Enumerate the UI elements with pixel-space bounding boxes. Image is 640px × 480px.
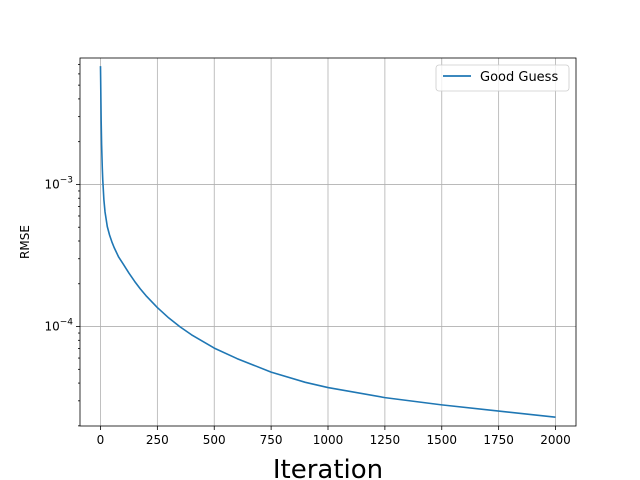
x-tick-label: 2000 [540, 433, 571, 447]
x-tick-label: 1000 [313, 433, 344, 447]
series-line-good-guess [99, 66, 556, 419]
legend: Good Guess [435, 64, 570, 92]
y-tick-label: 10−4 [44, 318, 73, 334]
x-tick-label: 1250 [370, 433, 401, 447]
x-axis-label: Iteration [273, 455, 383, 480]
x-axis: 0 250 500 750 1000 1250 1500 1750 2000 [97, 426, 571, 447]
y-axis: 10−3 10−4 [44, 63, 80, 427]
x-tick-label: 1750 [483, 433, 514, 447]
legend-box [435, 64, 570, 92]
x-tick-label: 250 [146, 433, 169, 447]
legend-label-good-guess: Good Guess [480, 70, 558, 85]
grid-lines [80, 58, 576, 426]
y-axis-label: RMSE [18, 225, 32, 259]
series-layer [99, 66, 556, 419]
x-tick-label: 0 [97, 433, 105, 447]
x-tick-label: 1500 [426, 433, 457, 447]
x-tick-label: 750 [260, 433, 283, 447]
y-tick-label: 10−3 [44, 175, 73, 191]
x-tick-label: 500 [203, 433, 226, 447]
